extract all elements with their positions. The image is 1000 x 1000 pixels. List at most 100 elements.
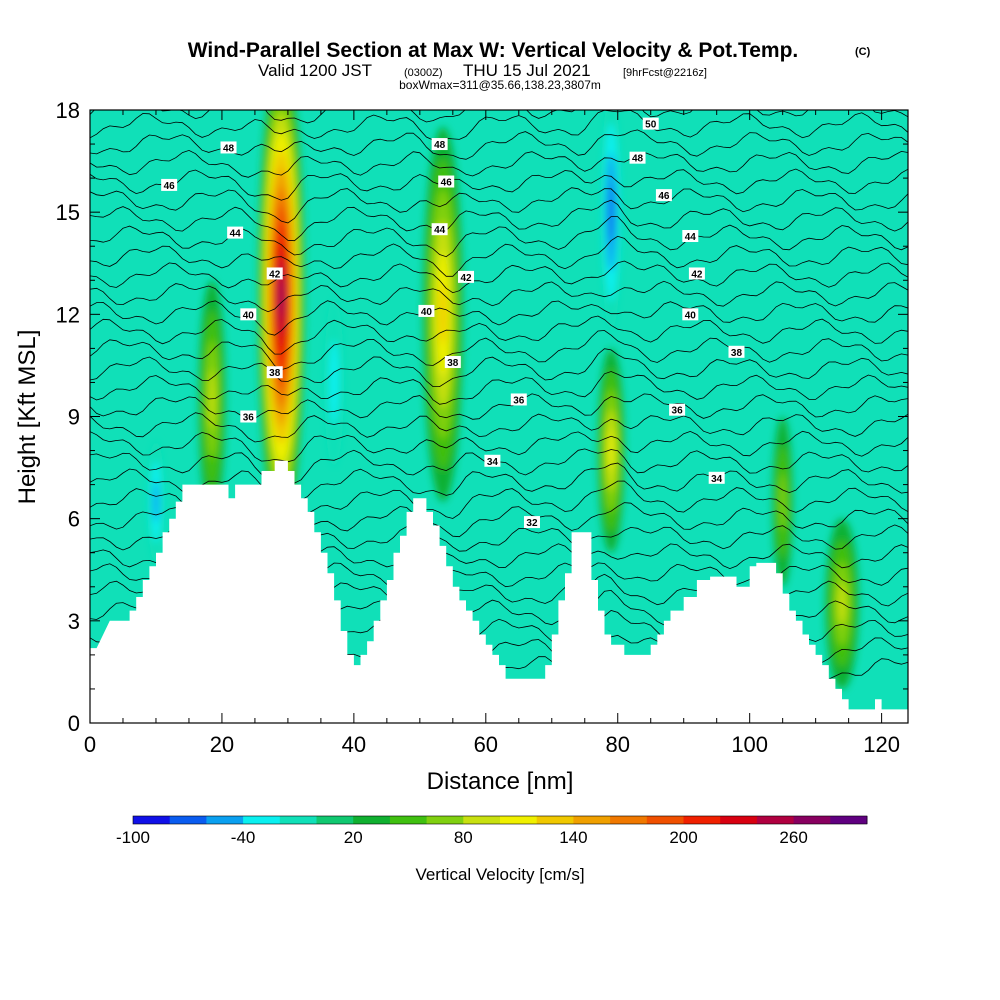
contour-label: 44 xyxy=(682,230,699,243)
colorbar-swatch xyxy=(133,816,171,824)
x-axis-label: Distance [nm] xyxy=(427,768,574,795)
theta-contour-line xyxy=(90,216,908,258)
updraft-core xyxy=(837,582,847,626)
contour-label: 34 xyxy=(484,454,501,468)
contour-label: 36 xyxy=(510,393,527,406)
svg-text:42: 42 xyxy=(691,269,703,280)
y-tick-label: 12 xyxy=(56,302,80,327)
contour-label: 40 xyxy=(682,308,699,321)
contour-label: 38 xyxy=(444,356,461,369)
theta-contour-line xyxy=(90,110,908,141)
contour-label: 44 xyxy=(431,223,448,236)
downdraft-core xyxy=(608,182,614,242)
svg-text:36: 36 xyxy=(513,395,525,406)
colorbar-swatch xyxy=(316,816,354,824)
theta-contour-line xyxy=(90,330,908,371)
colorbar-label: 260 xyxy=(779,828,807,847)
colorbar-swatch xyxy=(353,816,391,824)
plot-area: 32 34 34 36 36 36 38 38 38 40 40 40 42 42 42 44 44 44 46 46… xyxy=(90,110,908,723)
updraft-core xyxy=(279,278,284,316)
colorbar-swatch xyxy=(206,816,244,824)
x-tick-label: 40 xyxy=(342,732,366,757)
colorbar-swatch xyxy=(756,816,795,824)
contour-label: 38 xyxy=(266,366,283,379)
theta-contour-line xyxy=(90,393,908,420)
contour-label: 42 xyxy=(458,270,475,284)
x-tick-label: 80 xyxy=(605,732,629,757)
svg-text:42: 42 xyxy=(269,269,281,280)
y-tick-label: 9 xyxy=(68,405,80,430)
contour-label: 46 xyxy=(161,178,178,192)
x-tick-label: 100 xyxy=(731,732,768,757)
svg-text:50: 50 xyxy=(645,120,657,131)
theta-contour-line xyxy=(90,348,908,387)
velocity-field xyxy=(147,110,859,689)
y-tick-label: 0 xyxy=(68,711,80,736)
downdraft-core xyxy=(153,481,159,523)
subtitle-valid: Valid 1200 JST xyxy=(258,61,372,80)
contour-label: 34 xyxy=(708,471,725,485)
colorbar: -100 -40 20 80 140 200 260 xyxy=(116,815,868,847)
y-tick-label: 3 xyxy=(68,609,80,634)
contour-label: 46 xyxy=(655,189,672,202)
svg-text:42: 42 xyxy=(460,273,472,284)
svg-text:32: 32 xyxy=(526,518,538,529)
svg-text:44: 44 xyxy=(434,225,446,236)
colorbar-swatch xyxy=(536,816,574,824)
colorbar-label: 80 xyxy=(454,828,473,847)
contour-label: 46 xyxy=(438,175,455,189)
x-axis: 0 20 40 60 80 100 120 xyxy=(84,110,900,757)
svg-text:36: 36 xyxy=(672,406,684,417)
svg-text:36: 36 xyxy=(243,413,255,424)
contour-label: 32 xyxy=(523,516,540,529)
svg-text:48: 48 xyxy=(223,143,235,154)
svg-text:46: 46 xyxy=(658,191,670,202)
terrain-mask xyxy=(90,460,908,723)
contour-label: 40 xyxy=(240,308,257,321)
theta-contour-line xyxy=(90,110,908,124)
colorbar-swatch xyxy=(610,816,648,824)
colorbar-label: 200 xyxy=(669,828,697,847)
contour-labels: 32 34 34 36 36 36 38 38 38 40 40 40 42 42 42 44 44 44 46 46… xyxy=(161,117,745,529)
theta-contour-line xyxy=(90,412,908,443)
svg-text:48: 48 xyxy=(632,154,644,165)
updraft-core xyxy=(779,473,786,531)
y-axis-label: Height [Kft MSL] xyxy=(14,330,41,505)
y-tick-label: 15 xyxy=(56,200,80,225)
theta-contour-line xyxy=(90,149,908,178)
svg-text:34: 34 xyxy=(487,457,499,468)
contour-label: 50 xyxy=(642,117,659,131)
theta-contour-line xyxy=(90,371,908,405)
colorbar-swatch xyxy=(389,816,428,824)
contour-label: 38 xyxy=(728,345,745,359)
contour-label: 42 xyxy=(688,267,705,280)
chart-subtitle: Valid 1200 JST (0300Z) THU 15 Jul 2021 [… xyxy=(258,61,707,80)
subtitle-utc: (0300Z) xyxy=(404,67,443,79)
theta-contour-line xyxy=(90,187,908,224)
updraft-core xyxy=(208,369,216,430)
colorbar-swatch xyxy=(830,816,868,824)
svg-text:38: 38 xyxy=(731,348,743,359)
colorbar-swatch xyxy=(426,816,464,824)
colorbar-label: -40 xyxy=(231,828,256,847)
contour-label: 44 xyxy=(227,226,244,240)
svg-text:34: 34 xyxy=(711,474,723,485)
svg-text:44: 44 xyxy=(230,229,242,240)
box-info: boxWmax=311@35.66,138.23,3807m xyxy=(399,78,601,92)
colorbar-swatch xyxy=(500,816,538,824)
svg-text:38: 38 xyxy=(447,358,459,369)
colorbar-swatch xyxy=(463,816,501,824)
svg-text:44: 44 xyxy=(685,232,697,243)
colorbar-label: -100 xyxy=(116,828,150,847)
colorbar-swatch xyxy=(646,816,684,824)
theta-contour-line xyxy=(90,199,908,242)
colorbar-swatch xyxy=(243,816,281,824)
colorbar-swatch xyxy=(683,816,721,824)
x-tick-label: 0 xyxy=(84,732,96,757)
theta-contour-line xyxy=(90,462,908,501)
svg-text:40: 40 xyxy=(685,310,697,321)
copyright-mark: (C) xyxy=(855,46,871,58)
x-tick-label: 20 xyxy=(210,732,234,757)
